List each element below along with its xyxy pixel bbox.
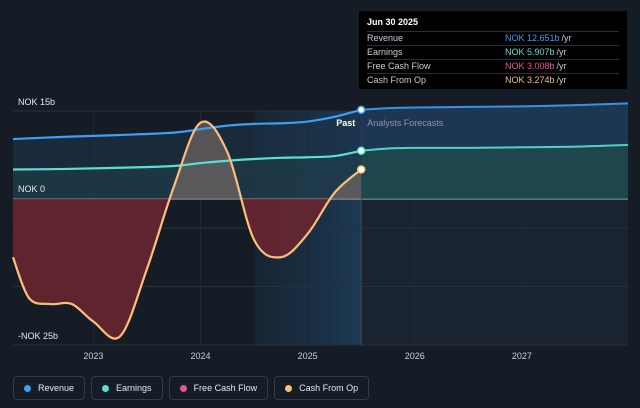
tooltip-row-value: NOK 3.008b/yr: [505, 60, 567, 73]
legend-dot-icon: [179, 384, 187, 392]
tooltip-row: Earnings NOK 5.907b/yr: [367, 45, 619, 59]
cash-flow-negative-area: [13, 198, 362, 339]
tooltip-unit: /yr: [556, 75, 567, 85]
tooltip-row-value: NOK 3.274b/yr: [505, 74, 567, 87]
y-label-top: NOK 15b: [18, 97, 55, 107]
y-label-zero: NOK 0: [18, 184, 45, 194]
tooltip-row-label: Earnings: [367, 47, 403, 57]
earnings-marker: [356, 146, 366, 156]
tooltip-unit: /yr: [561, 33, 572, 43]
cash-from-op-line: [11, 120, 362, 340]
tooltip-row: Cash From Op NOK 3.274b/yr: [367, 73, 619, 87]
earnings-line: [12, 149, 362, 171]
legend-label: Revenue: [38, 383, 75, 393]
cash-flow-positive-area: [13, 121, 362, 199]
earnings-forecast-area: [361, 144, 628, 199]
tooltip-value: NOK 5.907b: [505, 47, 555, 57]
tooltip-value: NOK 12.651b: [505, 33, 560, 43]
legend-dot-icon: [102, 384, 110, 392]
tooltip-value: NOK 3.274b: [505, 75, 555, 85]
forecast-label: Analysts Forecasts: [367, 118, 444, 128]
legend-dot-icon: [24, 384, 31, 392]
tooltip-row-label: Free Cash Flow: [367, 61, 431, 71]
x-tick-label: 2025: [298, 351, 318, 361]
x-tick-label: 2026: [405, 351, 425, 361]
tooltip-row-label: Revenue: [367, 33, 404, 43]
tooltip-date: Jun 30 2025: [367, 17, 419, 27]
legend-label: Cash From Op: [299, 383, 359, 393]
tooltip-unit: /yr: [556, 47, 567, 57]
tooltip-row-value: NOK 5.907b/yr: [505, 46, 567, 59]
x-tick-label: 2023: [83, 351, 103, 361]
revenue-forecast-line: [361, 102, 629, 111]
earnings-forecast-line: [361, 143, 629, 152]
legend-item-free-cash-flow[interactable]: Free Cash Flow: [168, 376, 269, 400]
tooltip-row: Free Cash Flow NOK 3.008b/yr: [367, 59, 619, 73]
revenue-marker: [356, 105, 366, 115]
legend-item-revenue[interactable]: Revenue: [13, 376, 86, 400]
revenue-line: [12, 108, 362, 141]
past-label: Past: [336, 118, 355, 128]
legend-item-cash-from-op[interactable]: Cash From Op: [274, 376, 370, 400]
tooltip-row-value: NOK 12.651b/yr: [505, 32, 572, 45]
cash-from-op-marker: [356, 165, 366, 174]
x-tick-label: 2024: [190, 351, 210, 361]
tooltip-row: Revenue NOK 12.651b/yr: [367, 31, 619, 45]
legend: Revenue Earnings Free Cash Flow Cash From O…: [13, 376, 370, 400]
tooltip: Jun 30 2025 Revenue NOK 12.651b/yr Earning…: [359, 11, 627, 89]
legend-item-earnings[interactable]: Earnings: [91, 376, 163, 400]
tooltip-value: NOK 3.008b: [505, 61, 555, 71]
legend-label: Free Cash Flow: [193, 383, 258, 393]
tooltip-unit: /yr: [556, 61, 567, 71]
tooltip-row-label: Cash From Op: [367, 75, 427, 85]
legend-label: Earnings: [116, 383, 152, 393]
x-tick-label: 2027: [512, 351, 532, 361]
y-label-bottom: -NOK 25b: [18, 331, 58, 341]
legend-dot-icon: [285, 384, 293, 392]
